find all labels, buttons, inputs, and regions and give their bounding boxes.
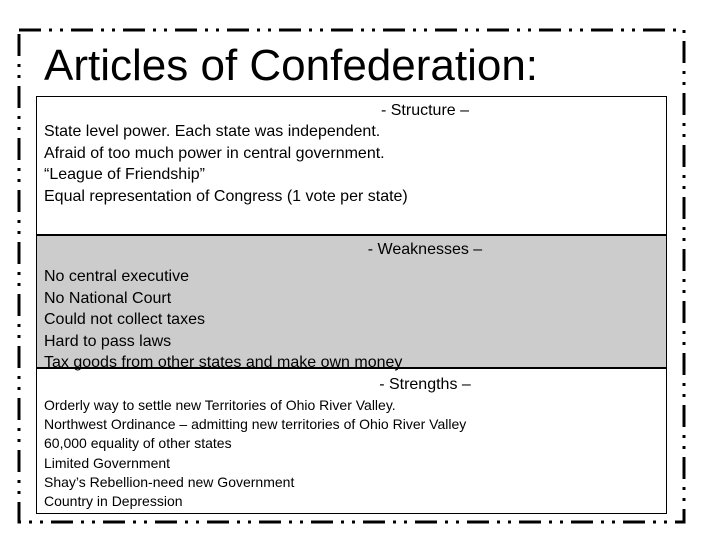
structure-section: - Structure – State level power. Each st… [37, 97, 666, 234]
list-item: Equal representation of Congress (1 vote… [44, 187, 408, 205]
list-item: Afraid of too much power in central gove… [44, 144, 385, 162]
list-item: Could not collect taxes [44, 311, 205, 328]
list-item: Orderly way to settle new Territories of… [44, 397, 396, 413]
list-item: Tax goods from other states and make own… [44, 354, 403, 371]
list-item: 60,000 equality of other states [44, 435, 232, 452]
list-item: No central executive [44, 268, 189, 285]
list-item: No National Court [44, 289, 172, 307]
content-box: - Structure – State level power. Each st… [36, 96, 667, 514]
list-item: State level power. Each state was indepe… [44, 123, 381, 140]
weaknesses-section: - Weaknesses – No central executive No N… [37, 234, 666, 371]
section-heading: - Structure – [380, 102, 470, 119]
slide-title: Articles of Confederation: [44, 41, 539, 90]
section-heading: - Strengths – [379, 376, 471, 393]
list-item: Limited Government [44, 454, 171, 471]
list-item: Northwest Ordinance – admitting new terr… [44, 416, 467, 433]
list-item: Shay’s Rebellion-need new Government [44, 473, 295, 490]
strengths-section: - Strengths – Orderly way to settle new … [37, 371, 666, 513]
list-item: Country in Depression [44, 493, 183, 510]
list-item: Hard to pass laws [44, 332, 172, 350]
list-item: “League of Friendship” [44, 166, 205, 183]
section-heading: - Weaknesses – [367, 241, 483, 258]
